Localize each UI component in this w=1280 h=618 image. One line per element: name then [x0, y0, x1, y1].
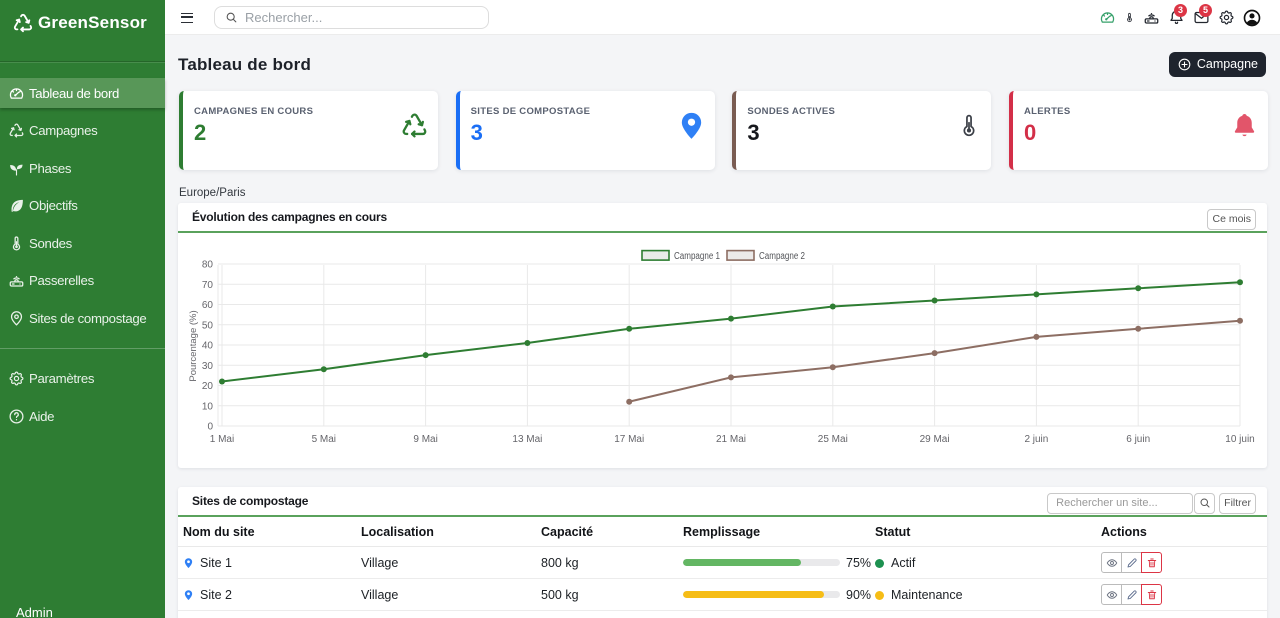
svg-text:30: 30	[202, 361, 214, 372]
svg-text:0: 0	[207, 422, 213, 433]
svg-text:29 Mai: 29 Mai	[920, 434, 950, 445]
svg-text:50: 50	[202, 320, 214, 331]
svg-text:40: 40	[202, 341, 214, 352]
svg-text:5 Mai: 5 Mai	[312, 434, 336, 445]
svg-text:17 Mai: 17 Mai	[614, 434, 644, 445]
svg-text:Campagne 2: Campagne 2	[759, 251, 805, 262]
svg-text:21 Mai: 21 Mai	[716, 434, 746, 445]
svg-text:10 juin: 10 juin	[1225, 434, 1254, 445]
svg-text:25 Mai: 25 Mai	[818, 434, 848, 445]
svg-text:1 Mai: 1 Mai	[210, 434, 234, 445]
svg-text:6 juin: 6 juin	[1126, 434, 1150, 445]
svg-text:Pourcentage (%): Pourcentage (%)	[188, 310, 199, 381]
svg-text:13 Mai: 13 Mai	[512, 434, 542, 445]
svg-text:70: 70	[202, 280, 214, 291]
svg-text:20: 20	[202, 381, 214, 392]
svg-text:60: 60	[202, 300, 214, 311]
svg-text:2 juin: 2 juin	[1024, 434, 1048, 445]
svg-text:80: 80	[202, 260, 214, 271]
svg-text:9 Mai: 9 Mai	[413, 434, 437, 445]
svg-text:10: 10	[202, 401, 214, 412]
svg-text:Campagne 1: Campagne 1	[674, 251, 720, 262]
